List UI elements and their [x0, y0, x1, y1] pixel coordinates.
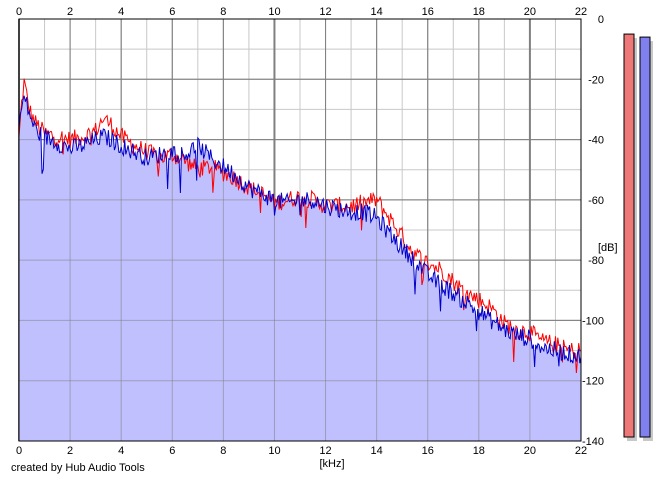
y-tick-label: -20	[588, 74, 604, 86]
x-tick-label-top: 10	[268, 6, 280, 18]
meter-right	[639, 36, 651, 438]
x-tick-label-bottom: 14	[371, 445, 383, 457]
spectrum-lines	[18, 78, 582, 374]
y-tick-label: -100	[582, 315, 604, 327]
x-tick-label-top: 14	[371, 6, 383, 18]
x-tick-label-bottom: 16	[422, 445, 434, 457]
y-tick-label: -120	[582, 376, 604, 388]
series-line-blue	[18, 95, 582, 368]
meter-left	[623, 33, 635, 438]
x-tick-label-top: 22	[575, 6, 587, 18]
plot-border	[18, 18, 582, 442]
x-tick-label-bottom: 12	[319, 445, 331, 457]
x-tick-label-bottom: 0	[16, 445, 22, 457]
x-tick-label-top: 18	[473, 6, 485, 18]
x-tick-label-bottom: 22	[575, 445, 587, 457]
tick-labels: 002244668810101212141416161818202022220-…	[16, 6, 604, 457]
x-tick-label-bottom: 20	[524, 445, 536, 457]
y-axis-label: [dB]	[598, 242, 618, 254]
x-tick-label-top: 8	[220, 6, 226, 18]
x-tick-label-top: 6	[169, 6, 175, 18]
x-tick-label-bottom: 10	[268, 445, 280, 457]
x-tick-label-top: 20	[524, 6, 536, 18]
x-tick-label-top: 0	[16, 6, 22, 18]
x-tick-label-top: 4	[118, 6, 124, 18]
y-tick-label: 0	[598, 14, 604, 26]
plot-frame	[18, 18, 582, 442]
x-tick-label-top: 16	[422, 6, 434, 18]
x-tick-label-top: 2	[67, 6, 73, 18]
spectrum-fill	[19, 95, 581, 441]
x-tick-label-bottom: 18	[473, 445, 485, 457]
y-tick-label: -140	[582, 436, 604, 448]
y-tick-label: -40	[588, 135, 604, 147]
credit-text: created by Hub Audio Tools	[11, 462, 145, 474]
x-tick-label-bottom: 4	[118, 445, 124, 457]
x-tick-label-bottom: 8	[220, 445, 226, 457]
x-tick-label-bottom: 6	[169, 445, 175, 457]
y-tick-label: -60	[588, 195, 604, 207]
x-axis-label: [kHz]	[319, 458, 344, 470]
y-tick-label: -80	[588, 255, 604, 267]
x-tick-label-top: 12	[319, 6, 331, 18]
x-tick-label-bottom: 2	[67, 445, 73, 457]
level-meters	[623, 33, 653, 441]
